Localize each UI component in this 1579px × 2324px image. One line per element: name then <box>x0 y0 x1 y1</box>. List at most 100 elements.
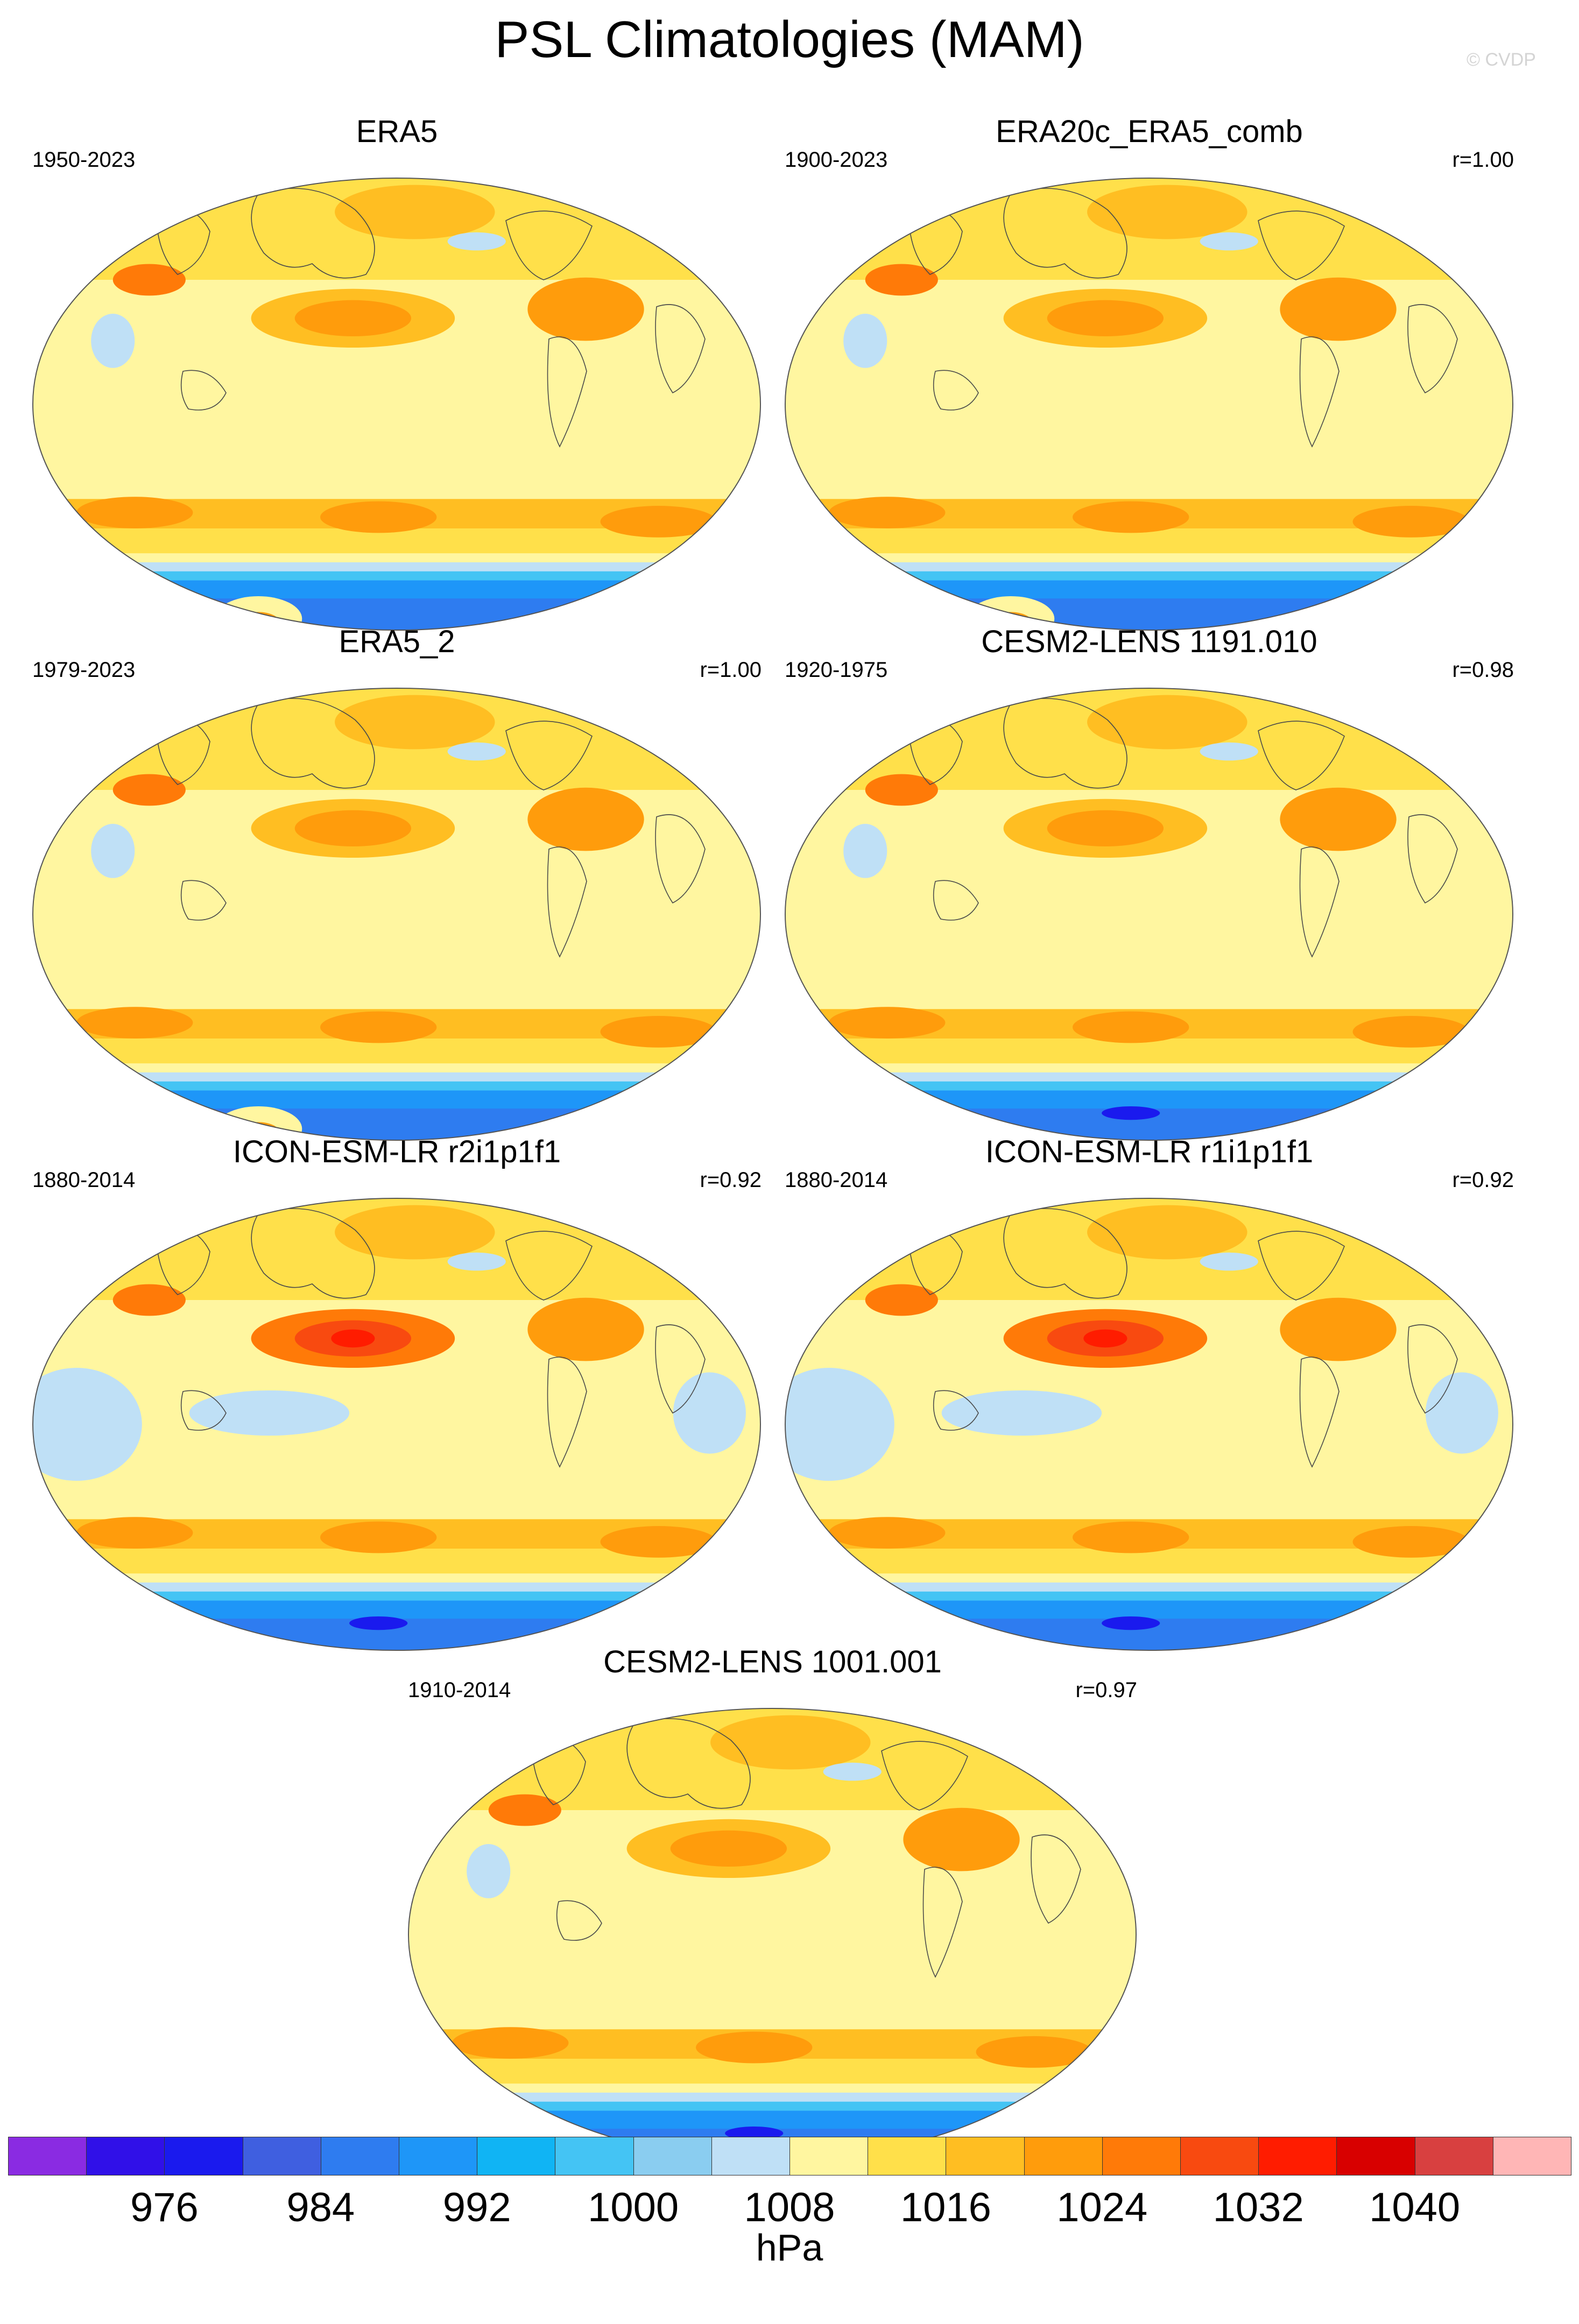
south-pacific-high <box>320 1521 437 1553</box>
south-pacific-high <box>1073 501 1189 533</box>
map-border <box>32 1198 761 1651</box>
deep-low-core <box>725 2127 784 2141</box>
coastline-segment <box>180 880 227 921</box>
map-border <box>785 688 1513 1141</box>
coastlines <box>156 698 706 958</box>
south-pacific-high <box>320 1011 437 1043</box>
coastline-segment <box>933 880 979 921</box>
colorbar-swatch <box>320 2137 399 2175</box>
colorbar-swatch <box>242 2137 321 2175</box>
map-panel: ICON-ESM-LR r2i1p1f1 1880-2014 r=0.92 <box>32 1133 762 1651</box>
coastline-segment <box>922 1867 963 1978</box>
south-pacific-high-west <box>76 1007 193 1039</box>
deep-low-core-east <box>1418 1111 1462 1125</box>
panel-title: ERA20c_ERA5_comb <box>996 114 1303 149</box>
panel-correlation: r=0.97 <box>1075 1678 1137 1702</box>
coastline-segment <box>1299 846 1340 958</box>
coastline-segment <box>556 1900 602 1941</box>
arctic-high <box>335 185 495 239</box>
maritime-continent-low <box>941 1390 1102 1436</box>
colorbar-tick-label: 992 <box>442 2185 511 2230</box>
map-panel: CESM2-LENS 1001.001 1910-2014 r=0.97 <box>408 1643 1137 2161</box>
panel-correlation: r=1.00 <box>700 658 762 682</box>
panel-title: ICON-ESM-LR r2i1p1f1 <box>232 1134 561 1169</box>
colorbar-tick-label: 1024 <box>1056 2185 1148 2230</box>
map-projection <box>32 1198 761 1651</box>
azores-high <box>527 1297 644 1361</box>
coastline-segment <box>1299 1357 1340 1468</box>
panel-correlation: r=0.92 <box>700 1168 762 1192</box>
map-border <box>785 178 1513 631</box>
south-pacific-high-west <box>829 1517 946 1549</box>
colorbar-tick-label: 984 <box>286 2185 355 2230</box>
tibetan-high <box>865 264 938 296</box>
north-pacific-high-core <box>1047 300 1164 336</box>
deep-low-core <box>1102 1616 1160 1630</box>
south-pacific-high-west <box>76 497 193 528</box>
south-atlantic-high <box>600 506 717 538</box>
african-low <box>673 1372 746 1454</box>
colorbar <box>8 2137 1571 2175</box>
map-projection <box>32 178 761 631</box>
tibetan-high <box>112 264 186 296</box>
colorbar-tick-label: 1016 <box>900 2185 991 2230</box>
coastline-segment <box>626 1718 751 1809</box>
maritime-continent-low <box>189 1390 350 1436</box>
map-panel: CESM2-LENS 1191.010 1920-1975 r=0.98 <box>785 623 1514 1141</box>
coastline-segment <box>1003 188 1127 279</box>
colorbar-tick-label: 976 <box>130 2185 199 2230</box>
south-pacific-high-west <box>76 1517 193 1549</box>
coastline-segment <box>1299 336 1340 448</box>
coastline-segment <box>505 1231 593 1301</box>
south-pacific-high-west <box>829 497 946 528</box>
coastline-segment <box>1003 698 1127 789</box>
colorbar-swatch <box>86 2137 165 2175</box>
coastline-segment <box>655 304 706 394</box>
map-projection <box>408 1708 1137 2161</box>
coastline-segment <box>933 370 979 411</box>
arctic-high <box>710 1715 871 1770</box>
panel-title: ERA5 <box>356 114 438 149</box>
coastline-segment <box>1407 814 1458 904</box>
south-atlantic-high <box>976 2036 1092 2068</box>
coastline-segment <box>505 720 593 790</box>
south-pacific-high-west <box>452 2027 569 2059</box>
credit-watermark: © CVDP <box>1467 50 1536 70</box>
south-pacific-high <box>1073 1521 1189 1553</box>
north-pacific-high-core <box>294 810 412 846</box>
azores-high <box>1280 277 1397 341</box>
south-asia-low <box>843 824 887 878</box>
south-asia-low <box>91 314 135 368</box>
map-border <box>32 178 761 631</box>
colorbar-swatch <box>1024 2137 1103 2175</box>
tibetan-high <box>112 1284 186 1316</box>
african-low <box>1425 1372 1498 1454</box>
north-pacific-high-peak <box>331 1329 375 1348</box>
coastline-segment <box>547 846 587 958</box>
panel-period: 1950-2023 <box>32 148 136 172</box>
south-pacific-high <box>696 2031 813 2064</box>
tibetan-high <box>488 1794 561 1826</box>
map-panel: ERA20c_ERA5_comb 1900-2023 r=1.00 <box>785 113 1514 631</box>
map-panel: ERA5_2 1979-2023 r=1.00 <box>32 623 762 1141</box>
colorbar-swatch <box>1414 2137 1493 2175</box>
deep-low-core-east <box>1418 1621 1462 1635</box>
arctic-high <box>335 695 495 750</box>
colorbar-swatch <box>164 2137 243 2175</box>
panel-title: ICON-ESM-LR r1i1p1f1 <box>985 1134 1314 1169</box>
map-panel: ICON-ESM-LR r1i1p1f1 1880-2014 r=0.92 <box>785 1133 1514 1651</box>
coastline-segment <box>1258 720 1345 790</box>
panel-period: 1880-2014 <box>32 1168 136 1192</box>
coastline-segment <box>1031 1834 1081 1924</box>
coastline-segment <box>251 188 375 279</box>
map-projection <box>32 688 761 1141</box>
south-atlantic-high <box>1352 1526 1469 1558</box>
icelandic-low <box>1200 1252 1258 1271</box>
colorbar-tick-label: 1032 <box>1213 2185 1304 2230</box>
colorbar-swatch <box>790 2137 869 2175</box>
panel-correlation: r=1.00 <box>1452 148 1514 172</box>
south-pacific-high-west <box>829 1007 946 1039</box>
arctic-high <box>335 1205 495 1260</box>
coastline-segment <box>1003 1208 1127 1299</box>
azores-high <box>527 277 644 341</box>
